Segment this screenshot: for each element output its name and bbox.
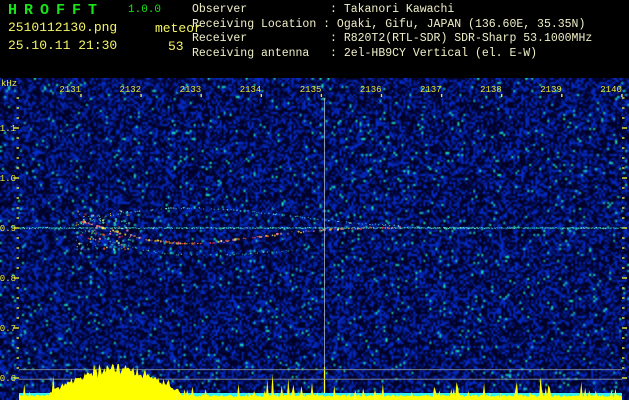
svg-text:0.6: 0.6 (0, 374, 16, 384)
svg-text:2139: 2139 (540, 85, 562, 95)
svg-text:2136: 2136 (360, 85, 382, 95)
svg-text:0.8: 0.8 (0, 274, 16, 284)
svg-text:2133: 2133 (180, 85, 202, 95)
svg-text:2137: 2137 (420, 85, 442, 95)
svg-text:kHz: kHz (1, 79, 17, 89)
svg-text:2132: 2132 (119, 85, 141, 95)
svg-text:2135: 2135 (300, 85, 322, 95)
svg-text:2134: 2134 (240, 85, 262, 95)
svg-text:2131: 2131 (59, 85, 81, 95)
svg-text:0.7: 0.7 (0, 324, 16, 334)
svg-text:1.1: 1.1 (0, 124, 16, 134)
svg-text:2138: 2138 (480, 85, 502, 95)
svg-text:2140: 2140 (600, 85, 622, 95)
svg-text:1.0: 1.0 (0, 174, 16, 184)
svg-text:0.9: 0.9 (0, 224, 16, 234)
